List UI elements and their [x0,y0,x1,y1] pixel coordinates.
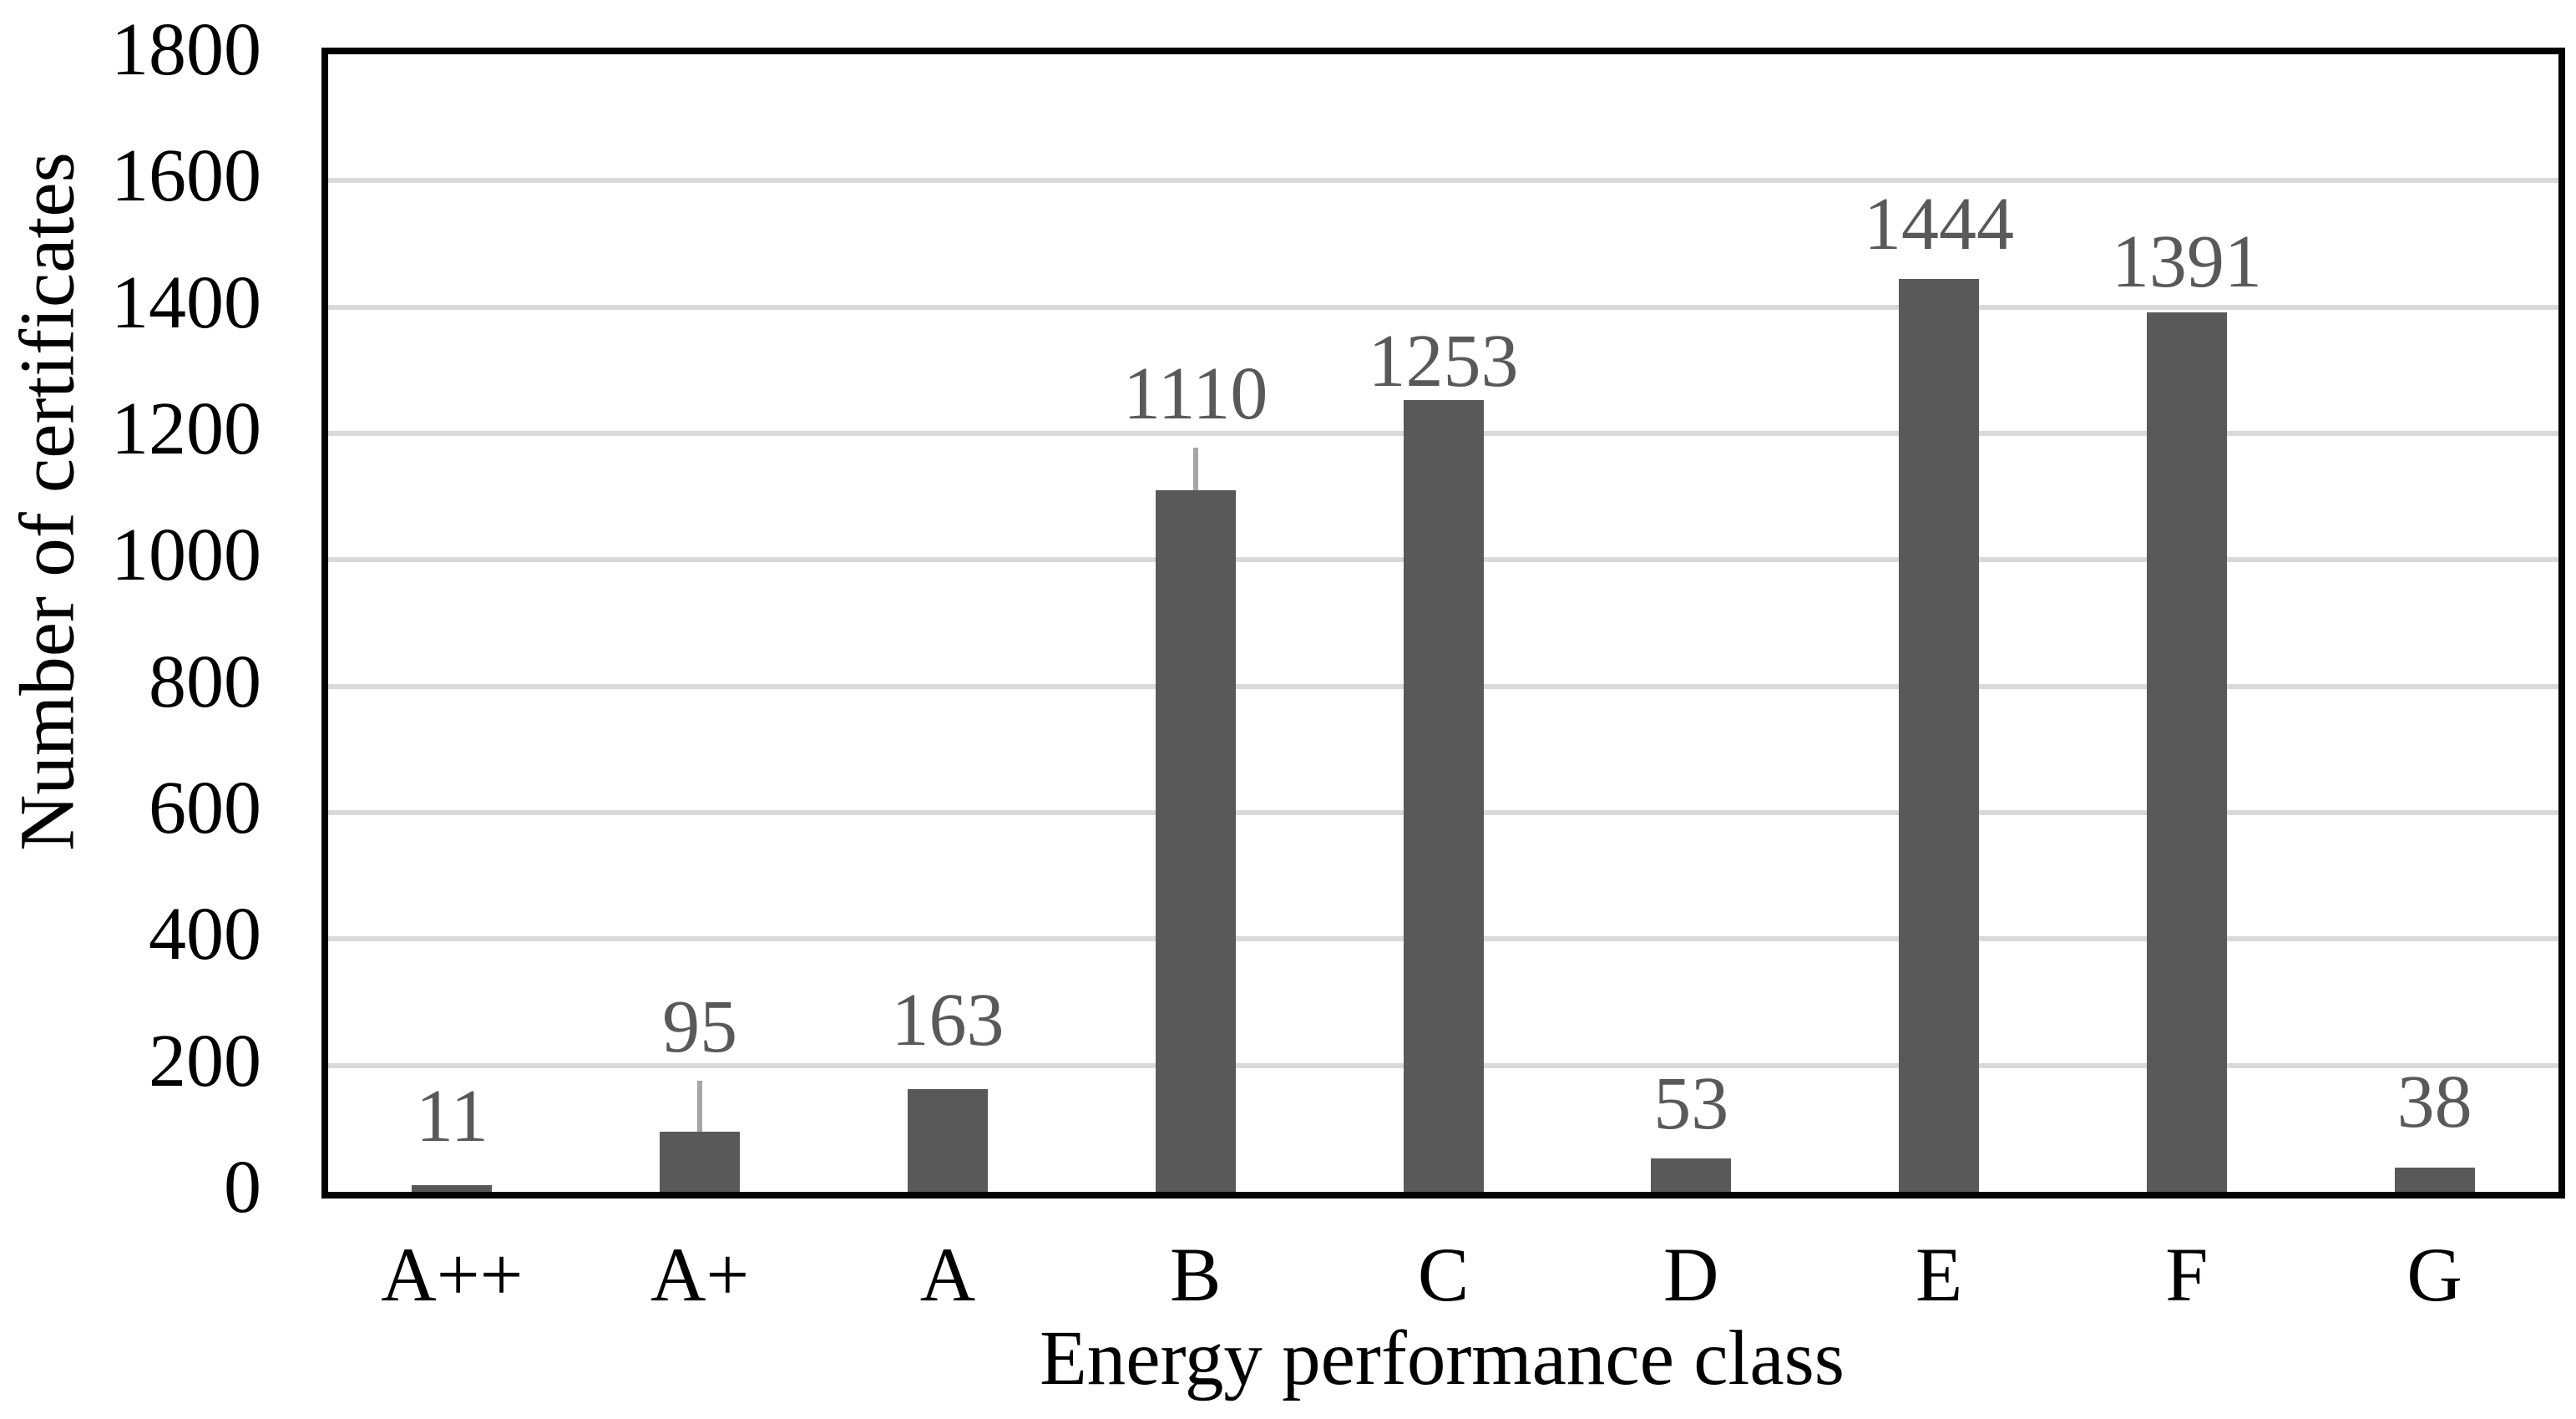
bar-value-label-G: 38 [2396,1061,2472,1143]
y-tick-label-1400: 1400 [111,261,261,344]
x-tick-label-F: F [2165,1232,2209,1317]
bar-A [907,1089,988,1192]
x-tick-label-D: D [1663,1232,1719,1317]
bar-value-label-A++: 11 [416,1075,488,1158]
bar-value-label-E: 1444 [1864,183,2015,266]
x-tick-label-B: B [1170,1232,1222,1317]
x-tick-label-A: A [919,1232,976,1317]
y-tick-label-800: 800 [149,640,261,723]
x-axis-title: Energy performance class [1039,1315,1845,1401]
y-tick-label-200: 200 [149,1019,261,1102]
bar-E [1899,279,1980,1192]
bar-F [2146,312,2227,1192]
x-tick-label-A++: A++ [381,1232,524,1317]
x-tick-label-A+: A+ [650,1232,750,1317]
y-tick-label-1000: 1000 [111,514,261,597]
y-tick-label-1800: 1800 [111,8,261,91]
bar-value-label-A+: 95 [662,986,738,1068]
bar-G [2394,1168,2475,1192]
bar-B [1155,490,1236,1192]
x-tick-label-G: G [2406,1232,2462,1317]
leader-line-A+ [697,1081,703,1132]
y-tick-label-600: 600 [149,767,261,849]
x-tick-label-E: E [1915,1232,1963,1317]
bar-C [1403,400,1484,1192]
bar-value-label-F: 1391 [2111,220,2262,303]
bar-A+ [660,1132,741,1192]
bar-A++ [412,1185,493,1192]
y-gridline-1400 [328,304,2558,310]
y-tick-label-400: 400 [149,893,261,976]
y-tick-label-1200: 1200 [111,388,261,470]
bar-D [1651,1158,1732,1192]
bar-value-label-B: 1110 [1123,352,1268,435]
y-tick-label-0: 0 [224,1146,261,1229]
bar-value-label-C: 1253 [1368,320,1519,403]
y-gridline-1600 [328,178,2558,184]
x-tick-label-C: C [1417,1232,1470,1317]
y-tick-label-1600: 1600 [111,134,261,218]
leader-line-B [1192,448,1198,490]
bar-value-label-A: 163 [891,979,1005,1062]
plot-area [321,48,2565,1199]
bar-value-label-D: 53 [1653,1062,1729,1145]
